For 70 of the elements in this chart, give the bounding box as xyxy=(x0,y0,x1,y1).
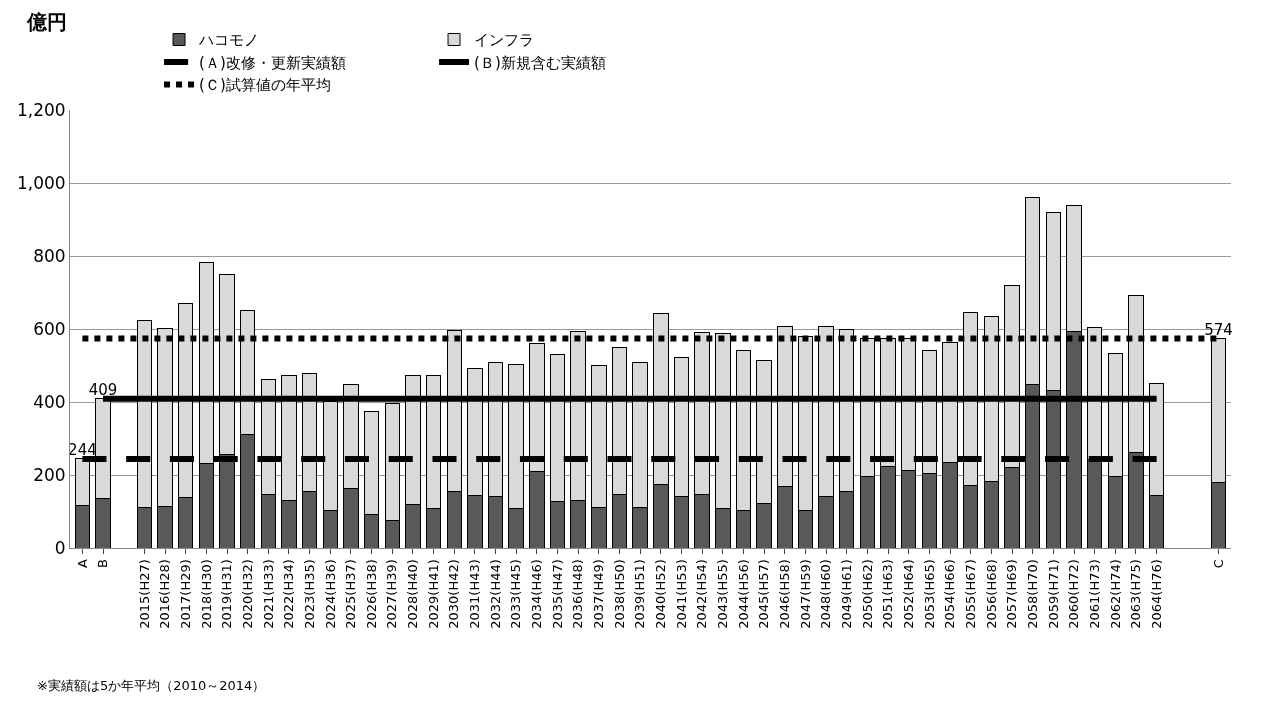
x-tick-label: 2037(H49) xyxy=(591,559,607,629)
x-tick-label: C xyxy=(1210,559,1226,569)
y-tick-label: 400 xyxy=(33,391,66,412)
x-tick-label: 2035(H47) xyxy=(549,559,565,629)
legend-label: ハコモノ xyxy=(198,31,260,50)
x-tick-label: 2053(H65) xyxy=(921,559,937,629)
x-tick-label: 2057(H69) xyxy=(1004,559,1020,629)
x-tick-label: 2019(H31) xyxy=(219,559,235,629)
x-tick-label: 2029(H41) xyxy=(425,559,441,629)
x-tick-label: 2054(H66) xyxy=(942,559,958,629)
y-tick-label: 1,000 xyxy=(16,172,66,193)
x-tick-label: 2050(H62) xyxy=(859,559,875,629)
x-tick-label: 2041(H53) xyxy=(673,559,689,629)
legend-label: インフラ xyxy=(474,31,535,50)
x-tick-label: 2026(H38) xyxy=(363,559,379,629)
x-tick-label: 2046(H58) xyxy=(777,559,793,629)
y-tick-label: 600 xyxy=(33,318,66,339)
x-tick-label: 2058(H70) xyxy=(1024,559,1040,629)
x-tick-label: 2052(H64) xyxy=(900,559,916,629)
legend-label: (Ｂ)新規含む実績額 xyxy=(474,53,606,72)
x-tick-label: 2043(H55) xyxy=(715,559,731,629)
x-tick-label: 2036(H48) xyxy=(570,559,586,629)
x-tick-label: 2021(H33) xyxy=(260,559,276,629)
x-tick-label: 2016(H28) xyxy=(157,559,173,629)
y-tick-label: 1,200 xyxy=(16,99,66,120)
x-tick-label: 2061(H73) xyxy=(1086,559,1102,629)
x-tick-label: 2025(H37) xyxy=(343,559,359,629)
x-tick-label: 2051(H63) xyxy=(880,559,896,629)
x-tick-label: 2023(H35) xyxy=(301,559,317,629)
text: ※実績額は5か年平均（2010～2014） xyxy=(37,678,266,693)
x-tick-label: 2027(H39) xyxy=(384,559,400,629)
x-tick-label: 2017(H29) xyxy=(177,559,193,629)
x-tick-label: B xyxy=(95,559,111,569)
y-tick-label: 200 xyxy=(33,464,66,485)
x-tick-label: 2015(H27) xyxy=(136,559,152,629)
x-tick-label: 2031(H43) xyxy=(467,559,483,629)
data-label: 574 xyxy=(1204,320,1233,339)
x-tick-label: 2064(H76) xyxy=(1148,559,1164,629)
x-tick-label: A xyxy=(74,559,90,569)
y-tick-label: 800 xyxy=(33,245,66,266)
x-tick-label: 2039(H51) xyxy=(632,559,648,629)
x-tick-label: 2056(H68) xyxy=(983,559,999,629)
x-tick-label: 2038(H50) xyxy=(611,559,627,629)
x-tick-label: 2028(H40) xyxy=(405,559,421,629)
x-tick-label: 2049(H61) xyxy=(838,559,854,629)
x-tick-label: 2033(H45) xyxy=(508,559,524,629)
legend-label: (Ａ)改修・更新実績額 xyxy=(199,53,346,72)
legend-label: (Ｃ)試算値の年平均 xyxy=(199,76,331,95)
x-tick-label: 2030(H42) xyxy=(446,559,462,629)
x-tick-label: 2048(H60) xyxy=(818,559,834,629)
y-tick-label: 0 xyxy=(54,537,66,558)
x-tick-label: 2045(H57) xyxy=(756,559,772,629)
x-tick-label: 2020(H32) xyxy=(239,559,255,629)
y-axis-title: 億円 xyxy=(26,10,67,34)
x-tick-label: 2032(H44) xyxy=(487,559,503,629)
x-tick-label: 2055(H67) xyxy=(962,559,978,629)
x-tick-label: 2063(H75) xyxy=(1128,559,1144,629)
x-tick-label: 2040(H52) xyxy=(653,559,669,629)
x-tick-label: 2044(H56) xyxy=(735,559,751,629)
x-tick-label: 2034(H46) xyxy=(529,559,545,629)
data-label: 244 xyxy=(68,441,97,460)
x-tick-label: 2018(H30) xyxy=(198,559,214,629)
x-tick-label: 2042(H54) xyxy=(694,559,710,629)
x-tick-label: 2047(H59) xyxy=(797,559,813,629)
x-tick-label: 2062(H74) xyxy=(1107,559,1123,629)
x-tick-label: 2022(H34) xyxy=(281,559,297,629)
x-tick-label: 2059(H71) xyxy=(1045,559,1061,629)
x-tick-label: 2024(H36) xyxy=(322,559,338,629)
x-tick-label: 2060(H72) xyxy=(1066,559,1082,629)
data-label: 409 xyxy=(88,380,118,399)
